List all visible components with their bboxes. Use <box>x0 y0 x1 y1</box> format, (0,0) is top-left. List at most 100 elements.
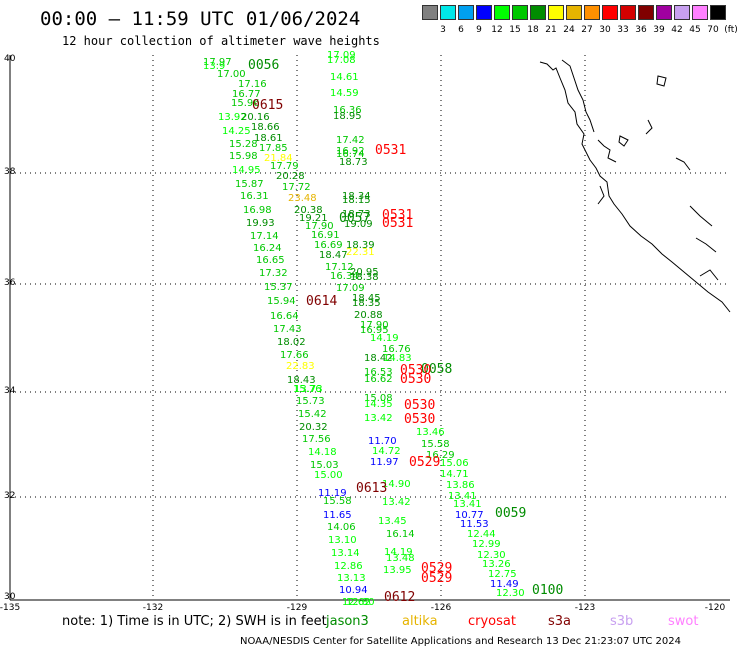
wave-height-value: 18.39 <box>346 240 375 251</box>
wave-height-value: 15.08 <box>364 393 393 404</box>
wave-height-value: 16.76 <box>382 344 411 355</box>
satellite-label: swot <box>668 614 699 629</box>
pass-time-label: 0530 <box>404 398 436 413</box>
wave-height-value: 12.99 <box>472 539 501 550</box>
legend-swatch <box>566 5 582 20</box>
legend-swatch <box>494 5 510 20</box>
wave-height-value: 18.73 <box>342 209 371 220</box>
wave-height-value: 16.24 <box>253 243 282 254</box>
wave-height-value: 16.53 <box>364 367 393 378</box>
satellite-label: cryosat <box>468 614 516 629</box>
longitude-tick: -135 <box>0 603 21 613</box>
legend-level: 18 <box>527 25 539 35</box>
wave-height-value: 13.42 <box>382 497 411 508</box>
wave-height-value: 23.48 <box>288 193 317 204</box>
wave-height-value: 17.43 <box>273 324 302 335</box>
pass-time-label: 0530 <box>400 363 432 378</box>
latitude-tick: 38 <box>4 167 16 177</box>
wave-height-value: 17.16 <box>238 79 267 90</box>
wave-height-value: 15.00 <box>314 470 343 481</box>
wave-height-value: 17.90 <box>360 320 389 331</box>
wave-height-value: 17.32 <box>259 268 288 279</box>
legend-swatch <box>440 5 456 20</box>
wave-height-value: 13.48 <box>386 553 415 564</box>
wave-height-value: 18.34 <box>342 191 371 202</box>
pass-time-label: 0529 <box>421 571 453 586</box>
pass-time-label: 0530 <box>400 372 432 387</box>
legend-level: 45 <box>689 25 701 35</box>
wave-height-value: 14.19 <box>384 547 413 558</box>
legend-level: 36 <box>635 25 647 35</box>
wave-height-value: 14.25 <box>222 126 251 137</box>
wave-height-value: 20.95 <box>350 267 379 278</box>
latitude-tick: 30 <box>4 592 16 602</box>
wave-height-value: 13.92 <box>218 112 247 123</box>
wave-height-value: 17.79 <box>270 161 299 172</box>
map-title: 00:00 – 11:59 UTC 01/06/2024 <box>40 8 361 30</box>
wave-height-value: 13.10 <box>328 535 357 546</box>
wave-height-value: 15.28 <box>229 139 258 150</box>
wave-height-value: 22.83 <box>286 361 315 372</box>
wave-height-value: 15.37 <box>264 282 293 293</box>
wave-height-value: 20.16 <box>241 112 270 123</box>
wave-height-value: 17.09 <box>336 283 365 294</box>
wave-height-value: 14.19 <box>370 333 399 344</box>
legend-level: 42 <box>671 25 683 35</box>
wave-height-value: 20.28 <box>276 171 305 182</box>
wave-height-value: 13.26 <box>482 559 511 570</box>
wave-height-value: 16.31 <box>240 191 269 202</box>
legend-level: 24 <box>563 25 575 35</box>
wave-height-value: 18.73 <box>339 157 368 168</box>
wave-height-value: 17.56 <box>302 434 331 445</box>
wave-height-value: 12.44 <box>467 529 496 540</box>
wave-height-value: 18.95 <box>333 111 362 122</box>
wave-height-value: 16.92 <box>336 146 365 157</box>
legend-swatch <box>530 5 546 20</box>
wave-height-value: 17.08 <box>327 55 356 66</box>
wave-height-value: 17.00 <box>217 69 246 80</box>
wave-height-value: 14.72 <box>372 446 401 457</box>
wave-height-value: 14.83 <box>383 353 412 364</box>
legend-level: 15 <box>509 25 521 35</box>
wave-height-value: 17.97 <box>203 57 232 68</box>
legend-level: (ft) <box>724 25 738 35</box>
satellite-label: altika <box>402 614 438 629</box>
wave-height-value: 18.45 <box>352 293 381 304</box>
legend-swatch <box>602 5 618 20</box>
legend-level: 33 <box>617 25 629 35</box>
legend-swatch <box>584 5 600 20</box>
wave-height-value: 17.90 <box>305 221 334 232</box>
wave-height-value: 15.58 <box>421 439 450 450</box>
latitude-tick: 40 <box>4 54 16 64</box>
wave-height-value: 16.74 <box>336 149 365 160</box>
wave-height-value: 18.61 <box>254 133 283 144</box>
wave-height-value: 13.14 <box>331 548 360 559</box>
wave-height-value: 10.77 <box>455 510 484 521</box>
pass-time-label: 0531 <box>375 143 407 158</box>
wave-height-value: 12.86 <box>334 561 363 572</box>
wave-height-value: 14.35 <box>364 399 393 410</box>
wave-height-value: 18.47 <box>319 250 348 261</box>
wave-height-value: 14.59 <box>330 88 359 99</box>
wave-height-value: 16.36 <box>333 105 362 116</box>
pass-time-label: 0100 <box>532 583 564 598</box>
map-subtitle: 12 hour collection of altimeter wave hei… <box>62 34 380 48</box>
wave-height-value: 14.71 <box>440 469 469 480</box>
legend-level: 27 <box>581 25 593 35</box>
wave-height-value: 17.14 <box>250 231 279 242</box>
wave-height-value: 14.61 <box>330 72 359 83</box>
legend-level: 30 <box>599 25 611 35</box>
legend-swatch <box>638 5 654 20</box>
latitude-tick: 34 <box>4 386 16 396</box>
wave-height-value: 21.84 <box>264 153 293 164</box>
wave-height-value: 14.90 <box>382 479 411 490</box>
wave-height-value: 13.41 <box>448 491 477 502</box>
lat-lon-grid <box>10 55 730 600</box>
wave-height-value: 17.09 <box>327 50 356 61</box>
wave-height-value: 16.29 <box>426 450 455 461</box>
longitude-tick: -129 <box>286 603 308 613</box>
legend-swatch <box>692 5 708 20</box>
pass-time-label: 0056 <box>248 58 280 73</box>
legend-swatch <box>674 5 690 20</box>
